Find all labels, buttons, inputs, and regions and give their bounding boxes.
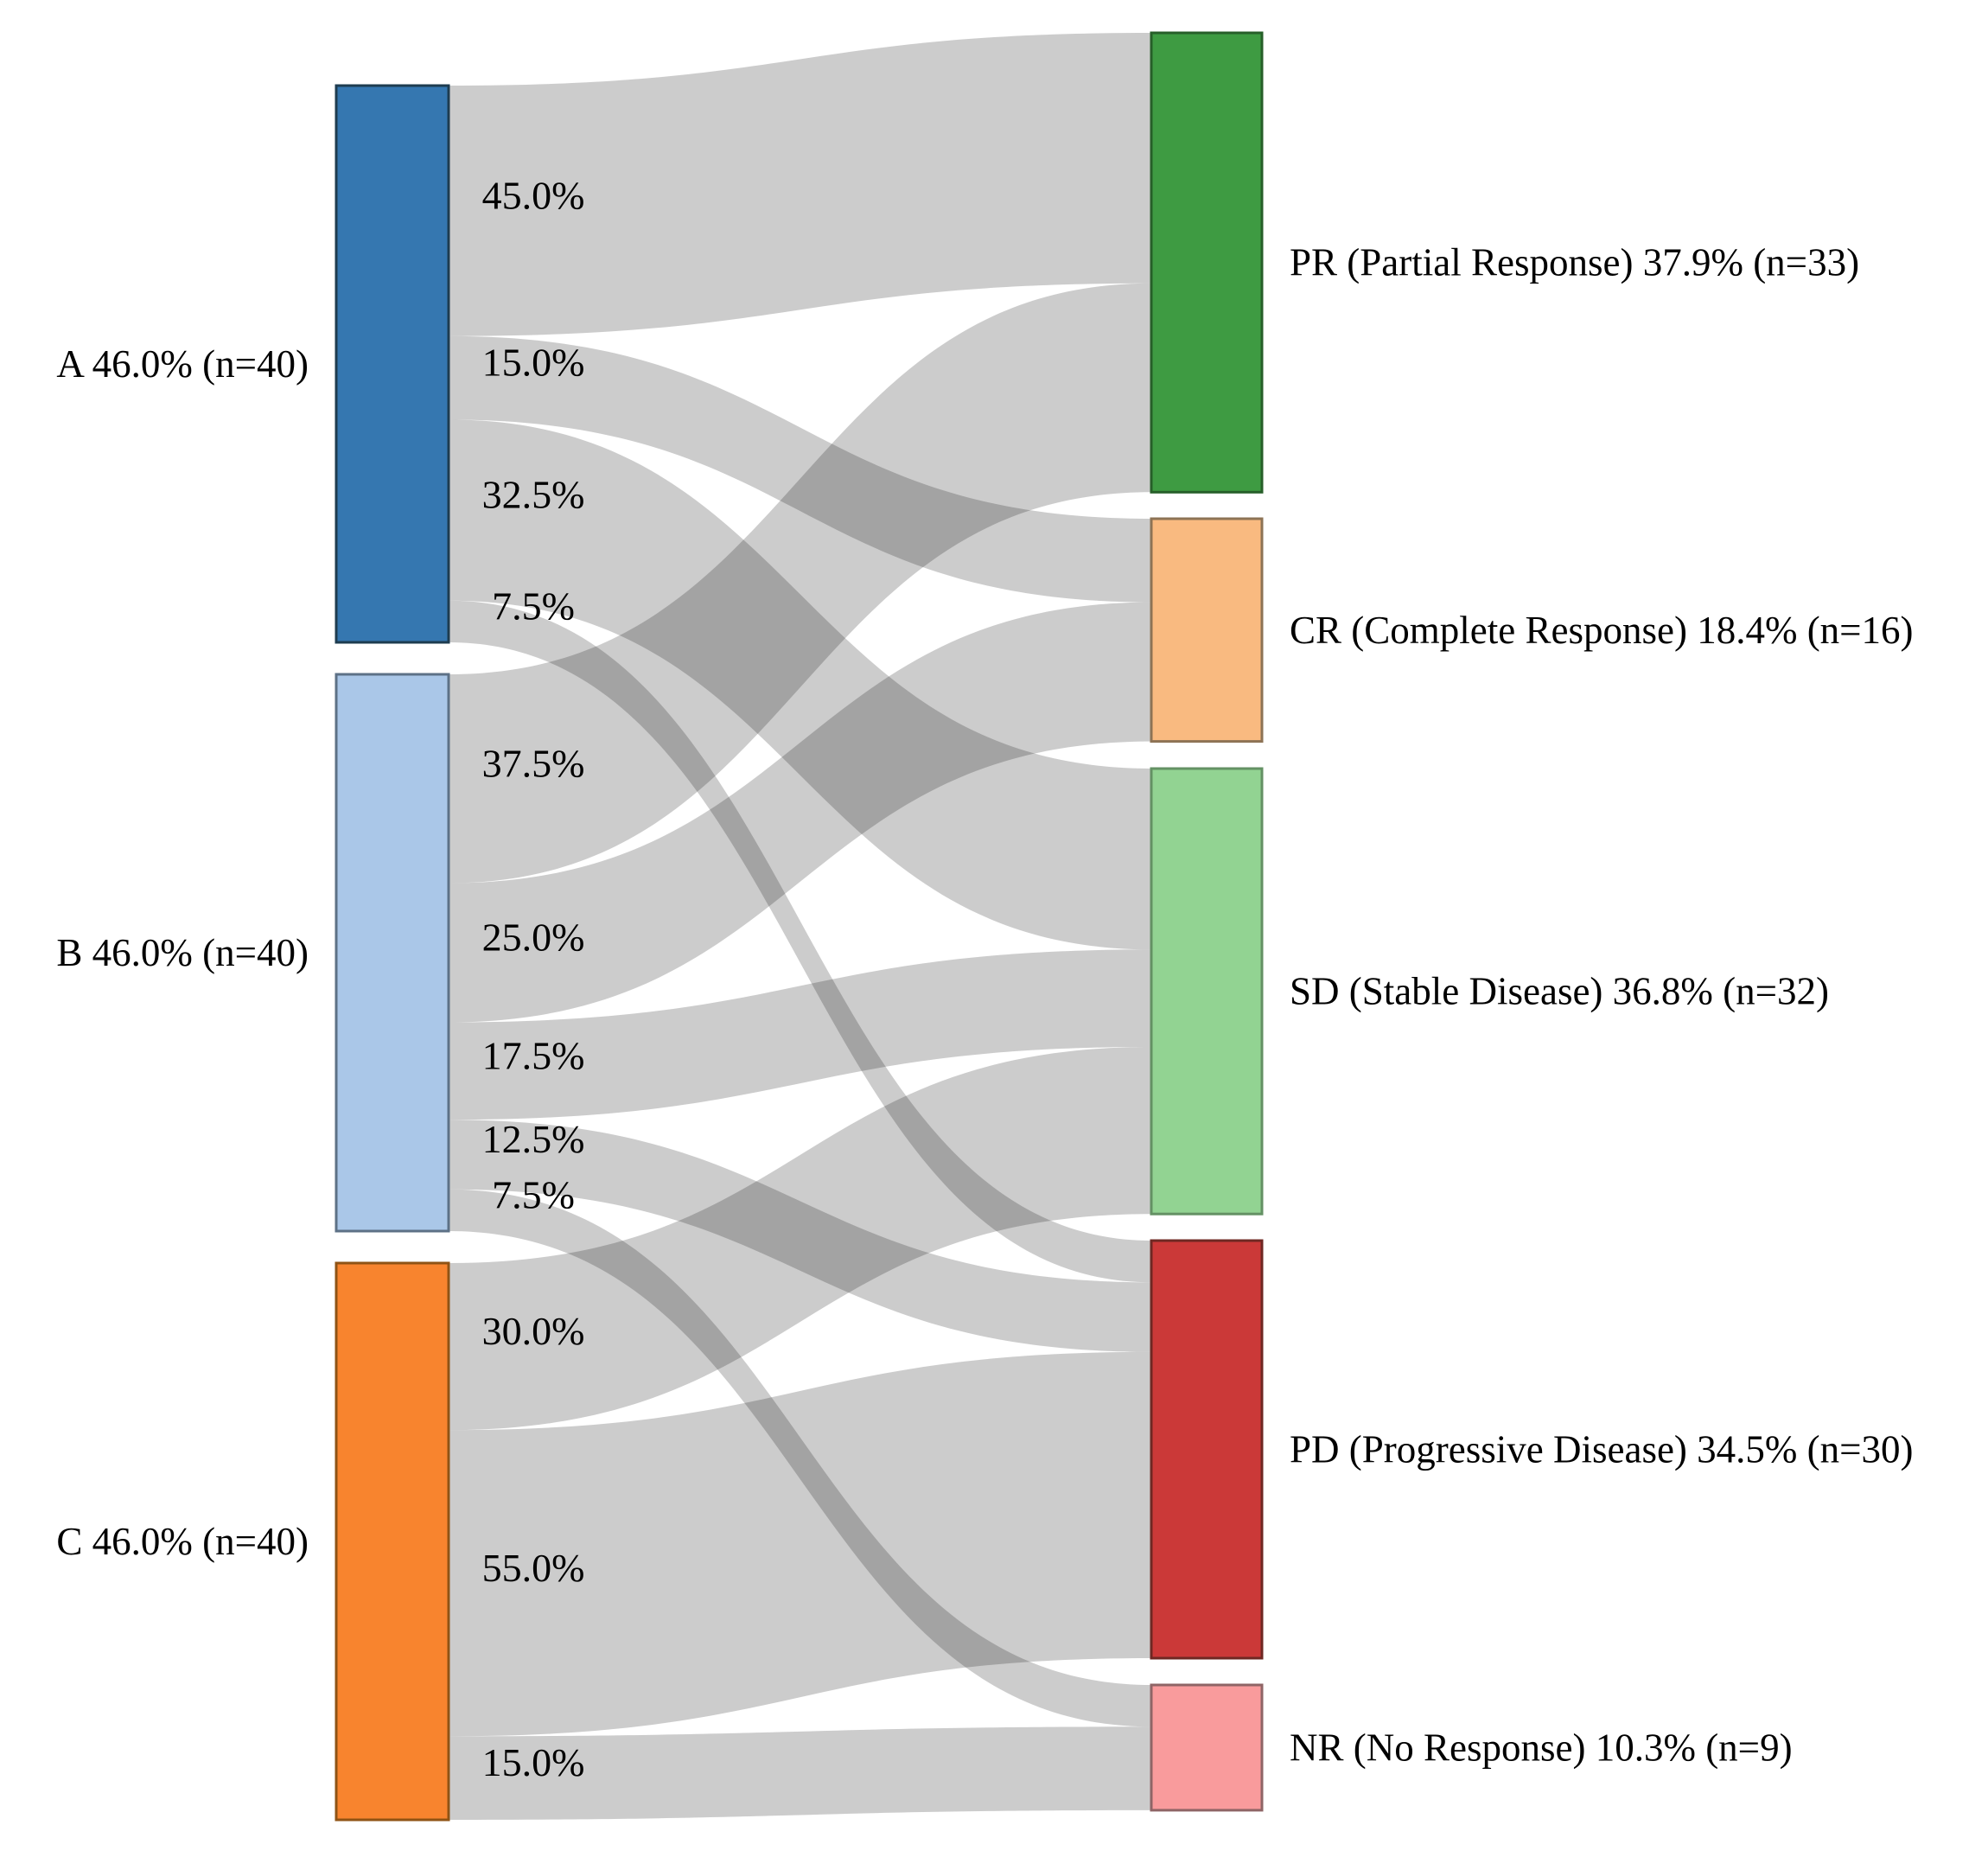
node-PR[interactable] (1150, 31, 1264, 494)
node-label-A: A 46.0% (n=40) (56, 342, 309, 386)
node-label-PR: PR (Partial Response) 37.9% (n=33) (1290, 241, 1859, 284)
node-A[interactable] (335, 84, 450, 644)
link-C-SD[interactable] (449, 1047, 1151, 1431)
link-label-A-CR: 15.0% (482, 341, 585, 385)
link-label-C-PD: 55.0% (482, 1546, 585, 1590)
link-label-A-PR: 45.0% (482, 173, 585, 217)
node-CR[interactable] (1150, 517, 1264, 743)
link-label-B-NR: 7.5% (492, 1172, 575, 1216)
link-B-PR[interactable] (449, 283, 1151, 884)
link-B-CR[interactable] (449, 602, 1151, 1023)
link-A-PR[interactable] (449, 33, 1151, 336)
link-label-C-NR: 15.0% (482, 1740, 585, 1784)
link-label-A-SD: 32.5% (482, 473, 585, 517)
node-label-C: C 46.0% (n=40) (56, 1520, 309, 1563)
node-B[interactable] (335, 673, 450, 1233)
link-C-PD[interactable] (449, 1351, 1151, 1737)
link-label-B-SD: 17.5% (482, 1033, 585, 1077)
node-C[interactable] (335, 1261, 450, 1822)
node-SD[interactable] (1150, 767, 1264, 1216)
link-A-PD[interactable] (449, 600, 1151, 1283)
node-label-PD: PD (Progressive Disease) 34.5% (n=30) (1290, 1428, 1914, 1471)
link-label-A-PD: 7.5% (492, 584, 575, 628)
node-label-B: B 46.0% (n=40) (56, 931, 309, 974)
link-A-SD[interactable] (449, 419, 1151, 950)
link-label-B-CR: 25.0% (482, 916, 585, 960)
link-B-PD[interactable] (449, 1120, 1151, 1352)
link-label-C-SD: 30.0% (482, 1309, 585, 1353)
link-label-B-PR: 37.5% (482, 741, 585, 785)
link-label-B-PD: 12.5% (482, 1117, 585, 1161)
link-C-NR[interactable] (449, 1726, 1151, 1820)
node-NR[interactable] (1150, 1683, 1264, 1812)
node-label-CR: CR (Complete Response) 18.4% (n=16) (1290, 609, 1914, 652)
link-B-SD[interactable] (449, 949, 1151, 1120)
node-label-NR: NR (No Response) 10.3% (n=9) (1290, 1726, 1793, 1769)
link-A-CR[interactable] (449, 335, 1151, 603)
node-label-SD: SD (Stable Disease) 36.8% (n=32) (1290, 970, 1829, 1013)
link-B-NR[interactable] (449, 1189, 1151, 1727)
node-PD[interactable] (1150, 1239, 1264, 1660)
